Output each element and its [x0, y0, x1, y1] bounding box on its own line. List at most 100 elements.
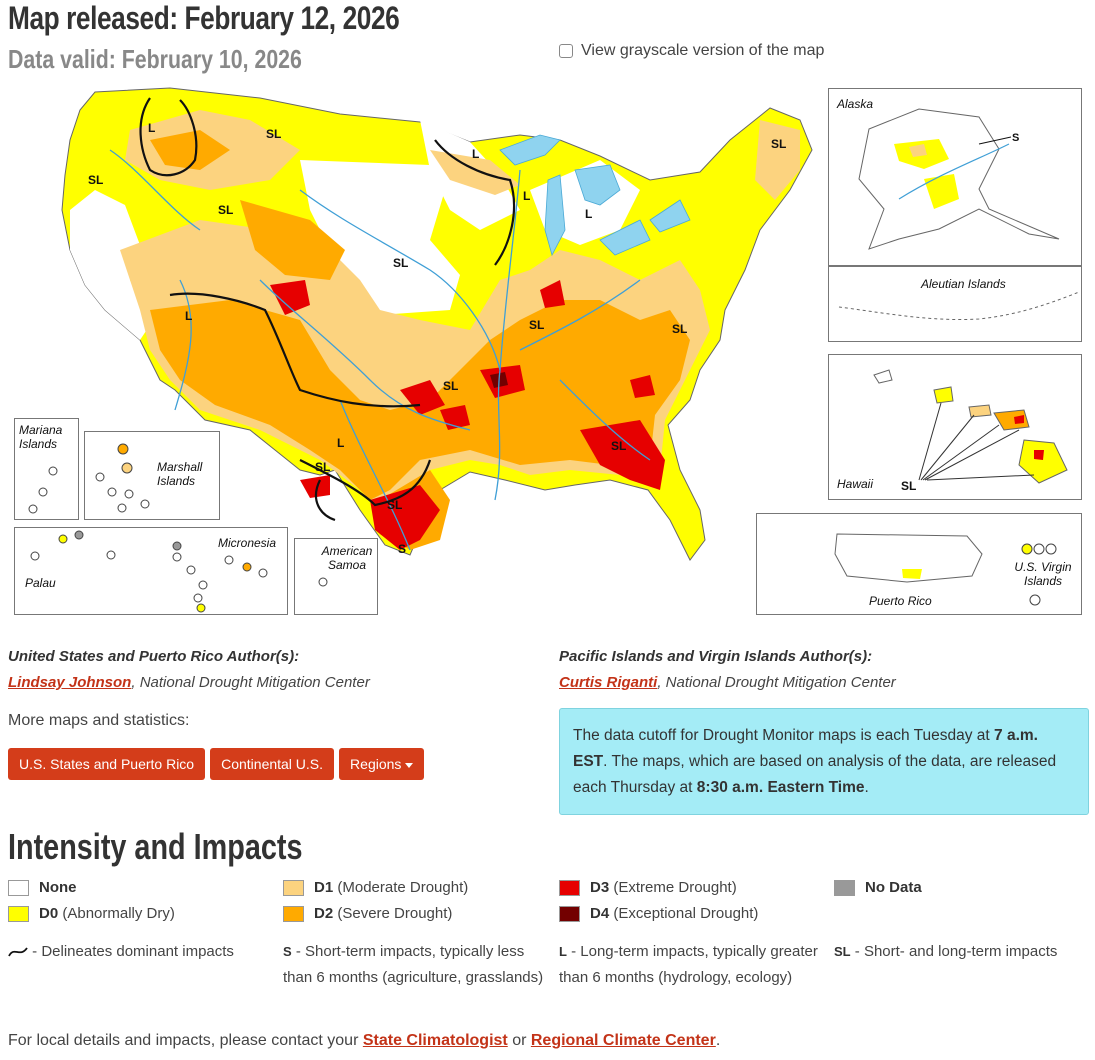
- micronesia-map: [30, 530, 268, 613]
- continental-us-button[interactable]: Continental U.S.: [210, 748, 335, 780]
- impact-label: S: [398, 542, 406, 556]
- legend-code: D4: [590, 905, 610, 922]
- impact-label: L: [523, 189, 530, 203]
- legend-d3: D3 (Extreme Drought): [559, 879, 737, 896]
- conus-map: L SL SL SL L L L SL L SL SL SL SL L SL S…: [61, 87, 813, 561]
- legend-code: D2: [314, 905, 334, 922]
- legend-d0: D0 (Abnormally Dry): [8, 905, 175, 922]
- legend-no-data: No Data: [834, 879, 922, 896]
- legend-desc: (Moderate Drought): [333, 879, 469, 896]
- legend-desc: (Abnormally Dry): [58, 905, 175, 922]
- us-states-button[interactable]: U.S. States and Puerto Rico: [8, 748, 206, 780]
- legend-none: None: [8, 879, 77, 896]
- puerto-rico-inset: Puerto Rico U.S. Virgin Islands: [756, 513, 1082, 615]
- impact-key: L: [559, 944, 567, 959]
- hawaii-map: [873, 369, 1068, 484]
- contact-text: .: [715, 1032, 721, 1049]
- us-authors-title: United States and Puerto Rico Author(s):: [8, 648, 300, 665]
- swatch-d4: [559, 905, 580, 922]
- swatch-d3: [559, 879, 580, 896]
- impact-long-term: L - Long-term impacts, typically greater…: [559, 939, 824, 991]
- mariana-inset: Mariana Islands: [14, 418, 79, 520]
- contact-text: or: [507, 1032, 531, 1049]
- contact-text: For local details and impacts, please co…: [8, 1032, 363, 1049]
- cutoff-text: The data cutoff for Drought Monitor maps…: [573, 727, 995, 744]
- swatch-no-data: [834, 879, 855, 896]
- legend-code: No Data: [865, 879, 922, 896]
- mariana-map: [28, 466, 58, 514]
- alaska-map: S: [858, 108, 1060, 250]
- contact-line: For local details and impacts, please co…: [8, 1032, 720, 1050]
- swatch-none: [8, 879, 29, 896]
- regions-label: Regions: [350, 756, 402, 772]
- impact-label: SL: [266, 127, 281, 141]
- puerto-rico-label: Puerto Rico: [869, 594, 932, 608]
- impact-label: SL: [672, 322, 687, 336]
- alaska-label: Alaska: [837, 97, 874, 111]
- release-time: 8:30 a.m. Eastern Time: [696, 779, 865, 796]
- impact-label: L: [148, 121, 155, 135]
- impact-label: SL: [88, 173, 103, 187]
- impact-label: SL: [218, 203, 233, 217]
- state-climatologist-link[interactable]: State Climatologist: [362, 1032, 508, 1049]
- impact-text: - Long-term impacts, typically greater t…: [559, 943, 818, 986]
- more-maps-buttons: U.S. States and Puerto Rico Continental …: [8, 748, 425, 780]
- legend-desc: (Extreme Drought): [609, 879, 737, 896]
- impact-short-long: SL - Short- and long-term impacts: [834, 939, 1089, 965]
- virgin-islands-label: U.S. Virgin Islands: [1014, 560, 1072, 588]
- impact-label: SL: [611, 439, 626, 453]
- legend-d4: D4 (Exceptional Drought): [559, 905, 758, 922]
- swatch-d1: [283, 879, 304, 896]
- swatch-d2: [283, 905, 304, 922]
- impact-text: - Short-term impacts, typically less tha…: [283, 943, 544, 986]
- marshall-map: [95, 443, 150, 513]
- legend-code: D3: [590, 879, 610, 896]
- legend-code: D1: [314, 879, 334, 896]
- swatch-d0: [8, 905, 29, 922]
- aleutian-inset: Aleutian Islands: [828, 266, 1082, 342]
- hawaii-label: Hawaii: [837, 477, 874, 491]
- great-lakes: [499, 134, 691, 257]
- data-valid-date: Data valid: February 10, 2026: [8, 44, 302, 74]
- grayscale-checkbox[interactable]: [559, 44, 573, 58]
- caret-down-icon: [405, 762, 414, 768]
- samoa-inset: American Samoa: [294, 538, 378, 615]
- impact-label: SL: [393, 256, 408, 270]
- legend-d2: D2 (Severe Drought): [283, 905, 452, 922]
- marshall-label: Marshall Islands: [157, 460, 203, 488]
- cutoff-text: . The maps, which are based on analysis …: [573, 753, 1057, 796]
- pi-author-link[interactable]: Curtis Riganti: [559, 674, 658, 691]
- impact-label: L: [185, 309, 192, 323]
- impact-text: - Short- and long-term impacts: [850, 943, 1058, 960]
- cutoff-time: 7 a.m. EST: [573, 727, 1038, 770]
- intensity-title: Intensity and Impacts: [8, 826, 303, 867]
- drought-map: L SL SL SL L L L SL L SL SL SL SL L SL S…: [0, 80, 1095, 620]
- regional-climate-center-link[interactable]: Regional Climate Center: [530, 1032, 716, 1049]
- regions-dropdown-button[interactable]: Regions: [339, 748, 425, 780]
- legend-desc: (Severe Drought): [333, 905, 453, 922]
- impact-key: SL: [834, 944, 851, 959]
- impact-label: SL: [529, 318, 544, 332]
- legend-desc: (Exceptional Drought): [609, 905, 759, 922]
- samoa-map: [318, 577, 328, 587]
- mariana-label: Mariana Islands: [19, 423, 63, 451]
- map-released-title: Map released: February 12, 2026: [8, 0, 400, 36]
- micronesia-label: Micronesia: [218, 536, 277, 550]
- impact-label: L: [337, 436, 344, 450]
- cutoff-text: .: [864, 779, 869, 796]
- impact-key: S: [283, 944, 292, 959]
- legend-d1: D1 (Moderate Drought): [283, 879, 468, 896]
- impact-label: SL: [443, 379, 458, 393]
- us-author-link[interactable]: Lindsay Johnson: [8, 674, 132, 691]
- pi-author: Curtis Riganti, National Drought Mitigat…: [559, 674, 896, 691]
- impact-label: SL: [387, 498, 402, 512]
- grayscale-toggle[interactable]: View grayscale version of the map: [559, 42, 824, 60]
- palau-label: Palau: [25, 576, 56, 590]
- impact-short-term: S - Short-term impacts, typically less t…: [283, 939, 548, 991]
- impact-label: L: [472, 147, 479, 161]
- aleutian-map: [838, 291, 1080, 320]
- hawaii-inset: Hawaii SL: [828, 354, 1082, 500]
- more-maps-label: More maps and statistics:: [8, 712, 190, 729]
- pi-authors-title: Pacific Islands and Virgin Islands Autho…: [559, 648, 873, 665]
- micronesia-inset: Palau Micronesia: [14, 527, 288, 615]
